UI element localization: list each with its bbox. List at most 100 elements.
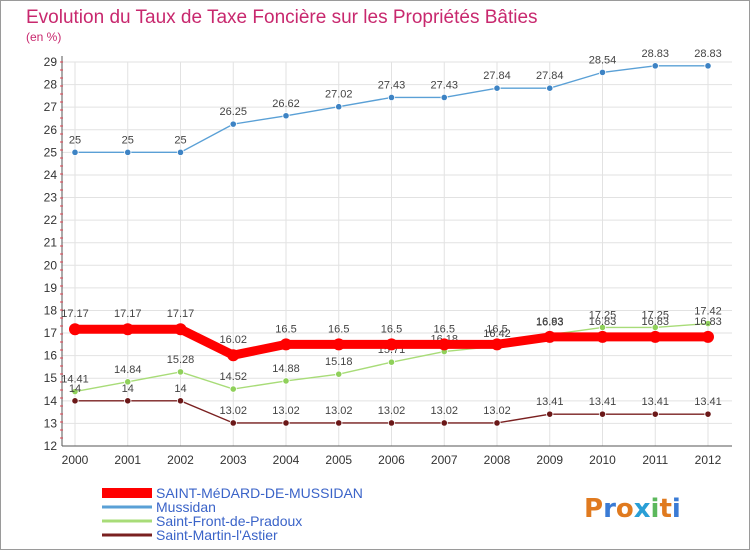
series-point (71, 387, 79, 396)
logo-text: Proxiti (584, 494, 681, 524)
series-point (176, 148, 185, 156)
x-tick-label: 2005 (325, 453, 352, 467)
series-point (71, 397, 79, 405)
series-point (229, 419, 237, 427)
y-tick-label: 21 (44, 236, 58, 250)
data-label: 14 (69, 383, 81, 395)
data-label: 28.83 (641, 48, 669, 60)
series-point (385, 338, 398, 351)
data-label: 16.93 (536, 317, 564, 329)
series-point (596, 330, 609, 343)
series-point (124, 378, 132, 386)
x-tick-label: 2001 (114, 453, 141, 467)
data-label: 28.54 (589, 54, 617, 66)
series-point (229, 120, 237, 128)
y-tick-label: 14 (44, 394, 58, 408)
chart-subtitle: (en %) (26, 30, 61, 44)
y-tick-label: 18 (44, 303, 58, 317)
data-label: 13.41 (641, 396, 669, 408)
data-label: 13.41 (589, 396, 617, 408)
series-point (493, 419, 501, 427)
series-point (440, 419, 448, 427)
x-tick-label: 2009 (536, 453, 563, 467)
data-label: 25 (174, 134, 186, 146)
data-label: 26.25 (219, 106, 247, 118)
y-tick-label: 25 (44, 145, 58, 159)
series-point (335, 419, 343, 427)
data-label: 13.41 (536, 396, 564, 408)
data-label: 27.43 (430, 79, 458, 91)
x-tick-label: 2007 (431, 453, 458, 467)
x-tick-label: 2003 (220, 453, 247, 467)
y-tick-label: 17 (44, 326, 58, 340)
data-label: 16.5 (486, 323, 507, 335)
data-label: 26.62 (272, 98, 300, 110)
legend-swatch (102, 519, 152, 523)
series-point (438, 338, 451, 351)
data-label: 16.83 (589, 316, 617, 328)
x-tick-label: 2004 (273, 453, 300, 467)
y-tick-label: 12 (44, 439, 58, 453)
legend-swatch (102, 533, 152, 537)
series-point (71, 148, 79, 156)
data-label: 16.5 (275, 323, 296, 335)
x-tick-label: 2000 (62, 453, 89, 467)
data-label: 27.84 (536, 70, 564, 82)
data-label: 14.84 (114, 364, 142, 376)
series-point (598, 68, 607, 76)
data-label: 17.17 (114, 308, 142, 320)
series-point (176, 368, 185, 376)
y-tick-label: 29 (44, 55, 58, 69)
series-point (702, 330, 714, 343)
data-label: 13.41 (694, 396, 722, 408)
x-tick-label: 2008 (484, 453, 511, 467)
y-tick-label: 23 (44, 191, 58, 205)
data-label: 15.18 (325, 356, 353, 368)
series-point (335, 370, 343, 378)
legend-entry: SAINT-MéDARD-DE-MUSSIDAN (156, 485, 363, 501)
legend-entry: Saint-Martin-l'Astier (156, 527, 278, 543)
data-label: 28.83 (694, 48, 722, 60)
legend: SAINT-MéDARD-DE-MUSSIDANMussidanSaint-Fr… (102, 485, 363, 543)
data-label: 27.43 (378, 79, 406, 91)
series-point (69, 323, 81, 336)
legend-entry: Mussidan (156, 499, 216, 515)
series-point (335, 103, 343, 111)
data-label: 16.83 (694, 316, 722, 328)
y-tick-label: 16 (44, 349, 58, 363)
data-label: 16.42 (483, 328, 511, 340)
series-point (704, 62, 712, 70)
x-tick-label: 2010 (589, 453, 616, 467)
series-point (282, 112, 290, 120)
series-point (124, 397, 132, 405)
data-label: 27.02 (325, 89, 353, 101)
series-3: 14 14 14 13.02 13.02 13.02 13.02 13.02 13.02 13.4… (69, 383, 722, 427)
series-point (282, 377, 290, 385)
data-label: 14 (122, 383, 134, 395)
series-point (280, 338, 292, 351)
series-point (651, 323, 659, 332)
x-tick-label: 2002 (167, 453, 194, 467)
y-tick-label: 28 (44, 78, 58, 92)
data-label: 16.83 (536, 316, 564, 328)
series-point (229, 385, 237, 393)
series-point (174, 323, 187, 336)
x-tick-label: 2012 (695, 453, 722, 467)
proxiti-logo: Proxiti (584, 494, 681, 524)
data-label: 16.5 (434, 323, 455, 335)
data-label: 16.5 (328, 323, 349, 335)
data-label: 14 (174, 383, 186, 395)
data-label: 14.52 (219, 371, 247, 383)
legend-entry: Saint-Front-de-Pradoux (156, 513, 302, 529)
series-point (651, 62, 659, 70)
data-label: 17.25 (589, 309, 617, 321)
series-point (176, 397, 185, 405)
data-label: 25 (69, 134, 81, 146)
series-point (121, 323, 134, 336)
series-point (651, 410, 659, 418)
y-tick-label: 26 (44, 123, 58, 137)
data-label: 17.17 (61, 308, 89, 320)
data-label: 17.25 (641, 309, 669, 321)
